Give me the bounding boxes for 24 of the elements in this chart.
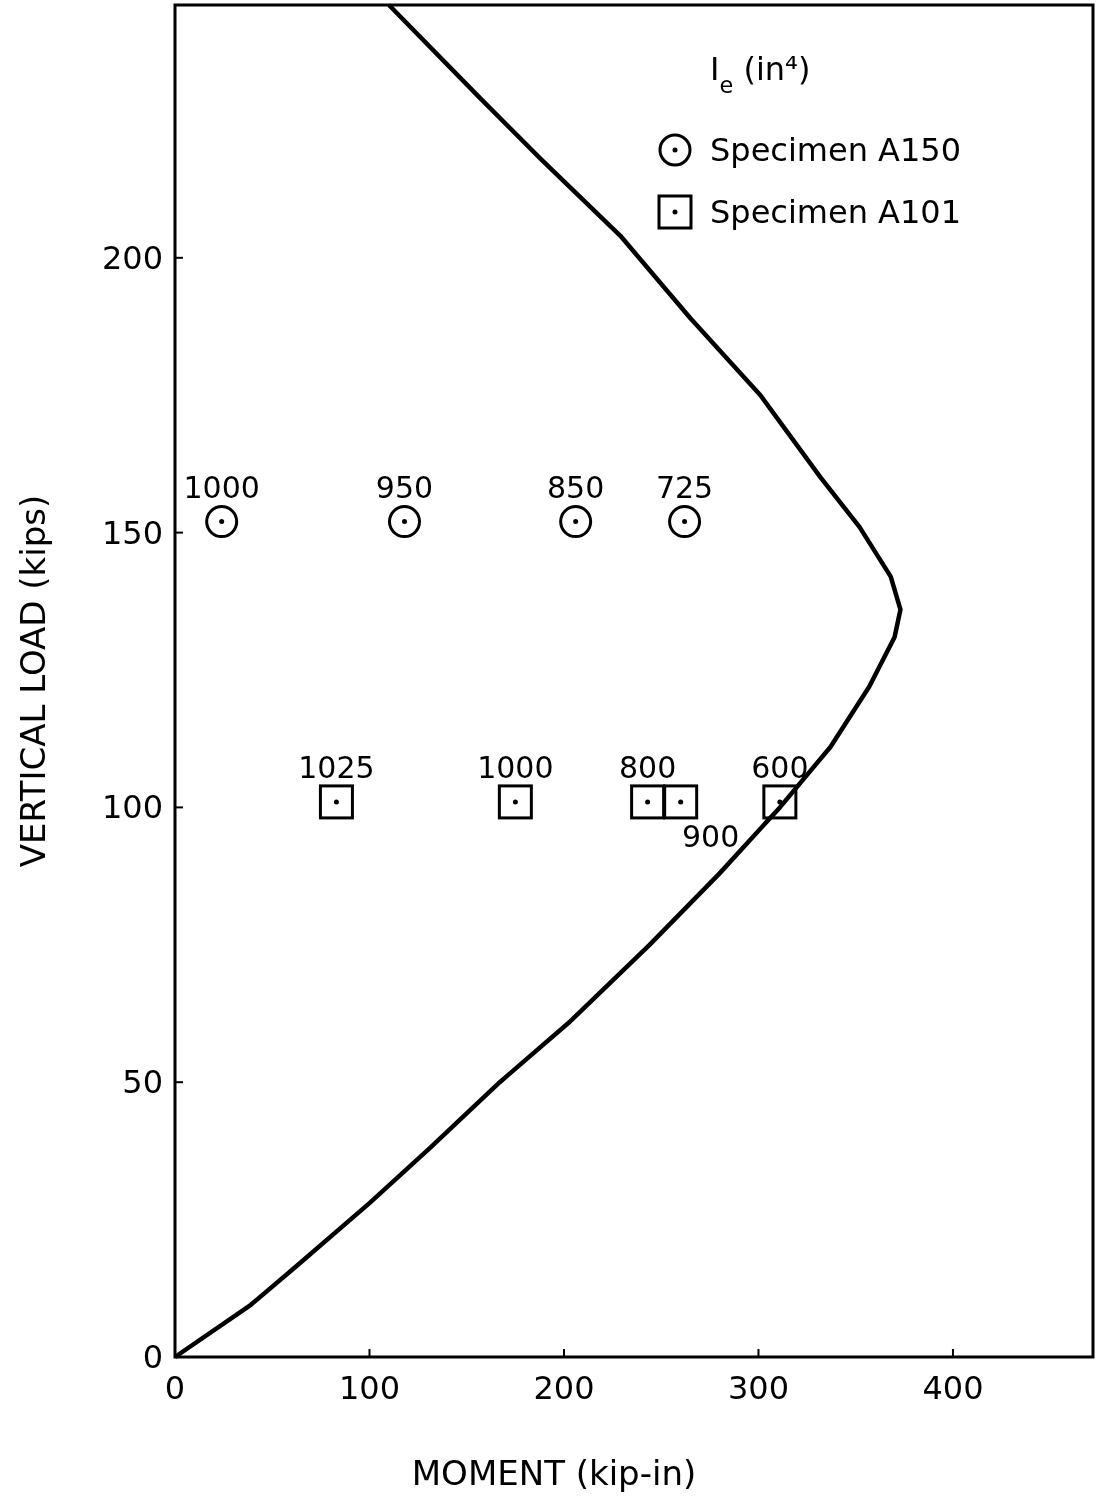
annotation: 1000 [477, 749, 554, 785]
legend-title: I$_{e}$ (in⁴) [710, 50, 811, 98]
y-tick-label: 150 [101, 513, 163, 552]
legend-label: Specimen A101 [710, 193, 962, 231]
annotation: 600 [751, 749, 809, 785]
x-tick-label: 200 [533, 1369, 595, 1407]
x-tick-label: 400 [922, 1369, 984, 1407]
y-tick-label: 200 [101, 238, 163, 277]
y-axis-title: VERTICAL LOAD (kips) [13, 494, 53, 868]
annotation: 900 [682, 818, 740, 854]
y-tick-label: 50 [122, 1063, 163, 1102]
y-tick-label: 0 [142, 1338, 163, 1376]
annotation: 850 [547, 469, 605, 505]
x-axis-title: MOMENT (kip-in) [411, 1453, 697, 1493]
annotation: 950 [375, 469, 434, 505]
y-tick-label: 100 [101, 788, 163, 827]
annotation: 725 [655, 469, 714, 505]
x-tick-label: 100 [338, 1369, 401, 1407]
x-tick-label: 300 [727, 1369, 790, 1407]
annotation: 800 [618, 749, 677, 785]
annotation: 1000 [183, 469, 260, 505]
legend-label: Specimen A150 [710, 131, 962, 169]
x-tick-label: 0 [164, 1369, 186, 1407]
annotation: 1025 [298, 749, 375, 785]
